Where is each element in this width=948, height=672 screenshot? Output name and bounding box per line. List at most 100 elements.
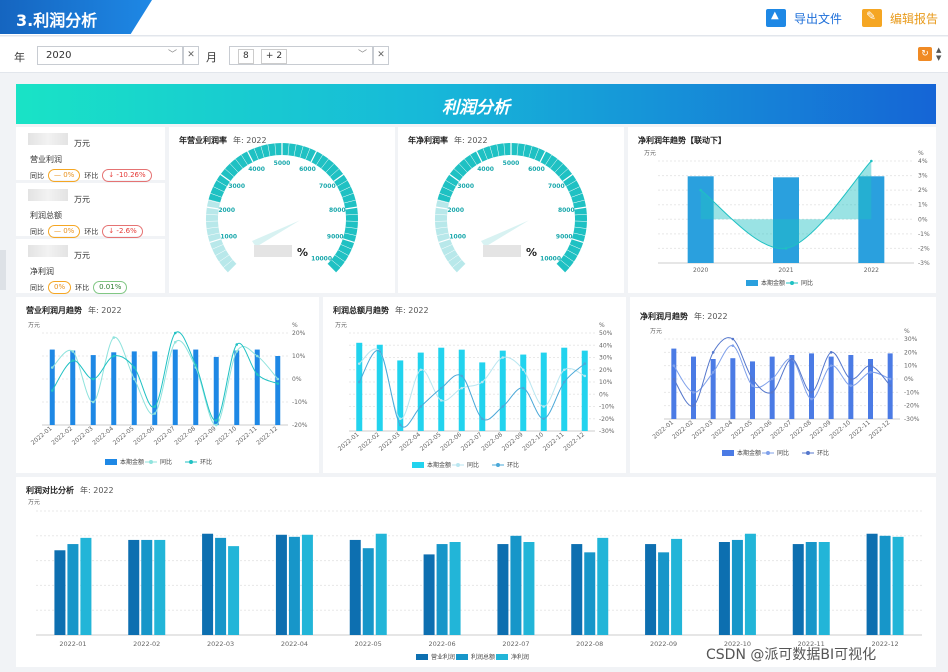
side-panel-handle[interactable] [0, 250, 6, 290]
line-point [50, 366, 54, 369]
x-tick-label: 2022-02 [357, 431, 381, 453]
gauge-tick [287, 143, 290, 156]
bar [805, 542, 817, 635]
bar [49, 349, 55, 425]
gauge-tick [336, 180, 348, 187]
kpi-mom-label: 环比 [75, 283, 90, 292]
legend-swatch [496, 654, 508, 660]
line-point [784, 247, 788, 250]
month-more-chip: + 2 [260, 49, 288, 64]
pencil-icon [862, 9, 882, 27]
bar [215, 537, 227, 635]
gauge-tick [342, 193, 354, 198]
gauge-tick [568, 186, 580, 192]
bar [858, 176, 885, 263]
month-clear-icon[interactable]: ✕ [373, 46, 389, 65]
month-select[interactable]: 8 + 2 ﹀ [229, 46, 373, 65]
gauge-tick [453, 168, 464, 177]
kpi-name: 净利润 [30, 267, 54, 276]
gauge-tick [331, 259, 341, 268]
bar [376, 344, 383, 431]
x-tick-label: 2020 [693, 267, 708, 274]
line-point [810, 397, 813, 401]
line-point [173, 331, 177, 335]
legend-label: 本期金额 [427, 461, 451, 469]
gauge-tick [206, 226, 219, 229]
axis-unit-label: 万元 [28, 322, 40, 329]
gauge-tick-label: 9000 [556, 233, 573, 240]
line-point [731, 337, 735, 341]
x-tick-label: 2022-09 [650, 640, 677, 648]
line-point [711, 351, 715, 354]
gauge-tick [571, 238, 584, 244]
bar [497, 544, 509, 635]
kpi-value-masked [28, 189, 68, 201]
bar [141, 539, 153, 635]
year-select[interactable]: 2020 ﹀ [37, 46, 183, 65]
gauge-tick [439, 193, 451, 198]
x-tick-label: 2022-03 [207, 640, 234, 648]
gauge-tick [444, 249, 456, 256]
export-file-button[interactable]: 导出文件 [766, 6, 842, 30]
gauge-arc [208, 143, 358, 273]
axis-tick-label: 30% [904, 336, 918, 343]
kpi-yoy-badge: 0% [48, 281, 72, 294]
legend-swatch [149, 460, 153, 464]
bar [436, 544, 448, 635]
gauge-tick [305, 148, 311, 160]
x-tick-label: 2022-07 [502, 640, 529, 648]
line-point [194, 363, 198, 367]
gauge-tick-label: 9000 [327, 233, 344, 240]
edit-report-label: 编辑报告 [890, 11, 939, 26]
gauge-value-masked [483, 245, 521, 257]
gauge-tick [470, 154, 477, 166]
top-bar: 3.利润分析 导出文件 编辑报告 [0, 0, 948, 36]
gauge-tick [441, 244, 453, 250]
bar-line-chart: 万元 %30%20%10%0%-10%-20%-30%2022-012022-02… [650, 328, 920, 457]
gauge-tick [329, 168, 340, 177]
gauge-tick [325, 163, 335, 173]
banner-title: 利润分析 [442, 98, 510, 118]
line-point [357, 362, 361, 365]
kpi-mom-badge: ↓ -2.6% [102, 225, 143, 238]
legend-swatch [412, 462, 424, 468]
chart-card-profit-comparison: 利润对比分析 年: 2022 万元 2022-01 2022-02 2022-03 202… [16, 477, 936, 667]
bar [523, 542, 535, 635]
axis-tick-label: -10% [292, 399, 308, 406]
gauge-tick-label: 4000 [477, 166, 494, 173]
legend-swatch [105, 459, 117, 465]
x-tick-label: 2022-11 [235, 425, 259, 447]
year-clear-icon[interactable]: ✕ [183, 46, 199, 65]
bar-line-chart: 万元 %50%40%30%20%10%0%-10%-20%-30%2022-012… [335, 322, 615, 469]
axis-tick-label: 2% [918, 187, 928, 194]
kpi-yoy-badge: — 0% [48, 225, 81, 238]
bar [131, 351, 137, 425]
x-tick-label: 2021 [778, 267, 793, 274]
gauge-tick [442, 186, 454, 192]
gauge-tick [522, 144, 526, 157]
updown-icon[interactable]: ▲ ▼ [936, 46, 942, 62]
gauge-needle [481, 220, 529, 247]
line-point [357, 380, 361, 384]
bar [671, 538, 683, 635]
edit-report-button[interactable]: 编辑报告 [862, 6, 938, 30]
line-point [869, 371, 872, 374]
gauge-tick [572, 199, 585, 204]
refresh-icon[interactable]: ↻ [918, 47, 932, 61]
bar [111, 352, 117, 425]
gauge-tick-label: 1000 [220, 233, 237, 240]
legend-swatch [189, 460, 193, 464]
gauge-tick-label: 2000 [218, 207, 235, 214]
watermark: CSDN @派可数据BI可视化 [706, 647, 877, 663]
x-tick-label: 2022-05 [355, 640, 382, 648]
kpi-yoy-label: 同比 [30, 283, 44, 292]
gauge-tick [435, 226, 448, 229]
axis-tick-label: 0% [599, 391, 609, 398]
line-point [255, 373, 259, 376]
x-tick-label: 2022 [864, 267, 879, 274]
bar [730, 358, 736, 419]
gauge-tick [216, 180, 228, 187]
line-point [480, 380, 484, 384]
x-tick-label: 2022-01 [30, 425, 54, 447]
gauge-tick [555, 263, 566, 274]
